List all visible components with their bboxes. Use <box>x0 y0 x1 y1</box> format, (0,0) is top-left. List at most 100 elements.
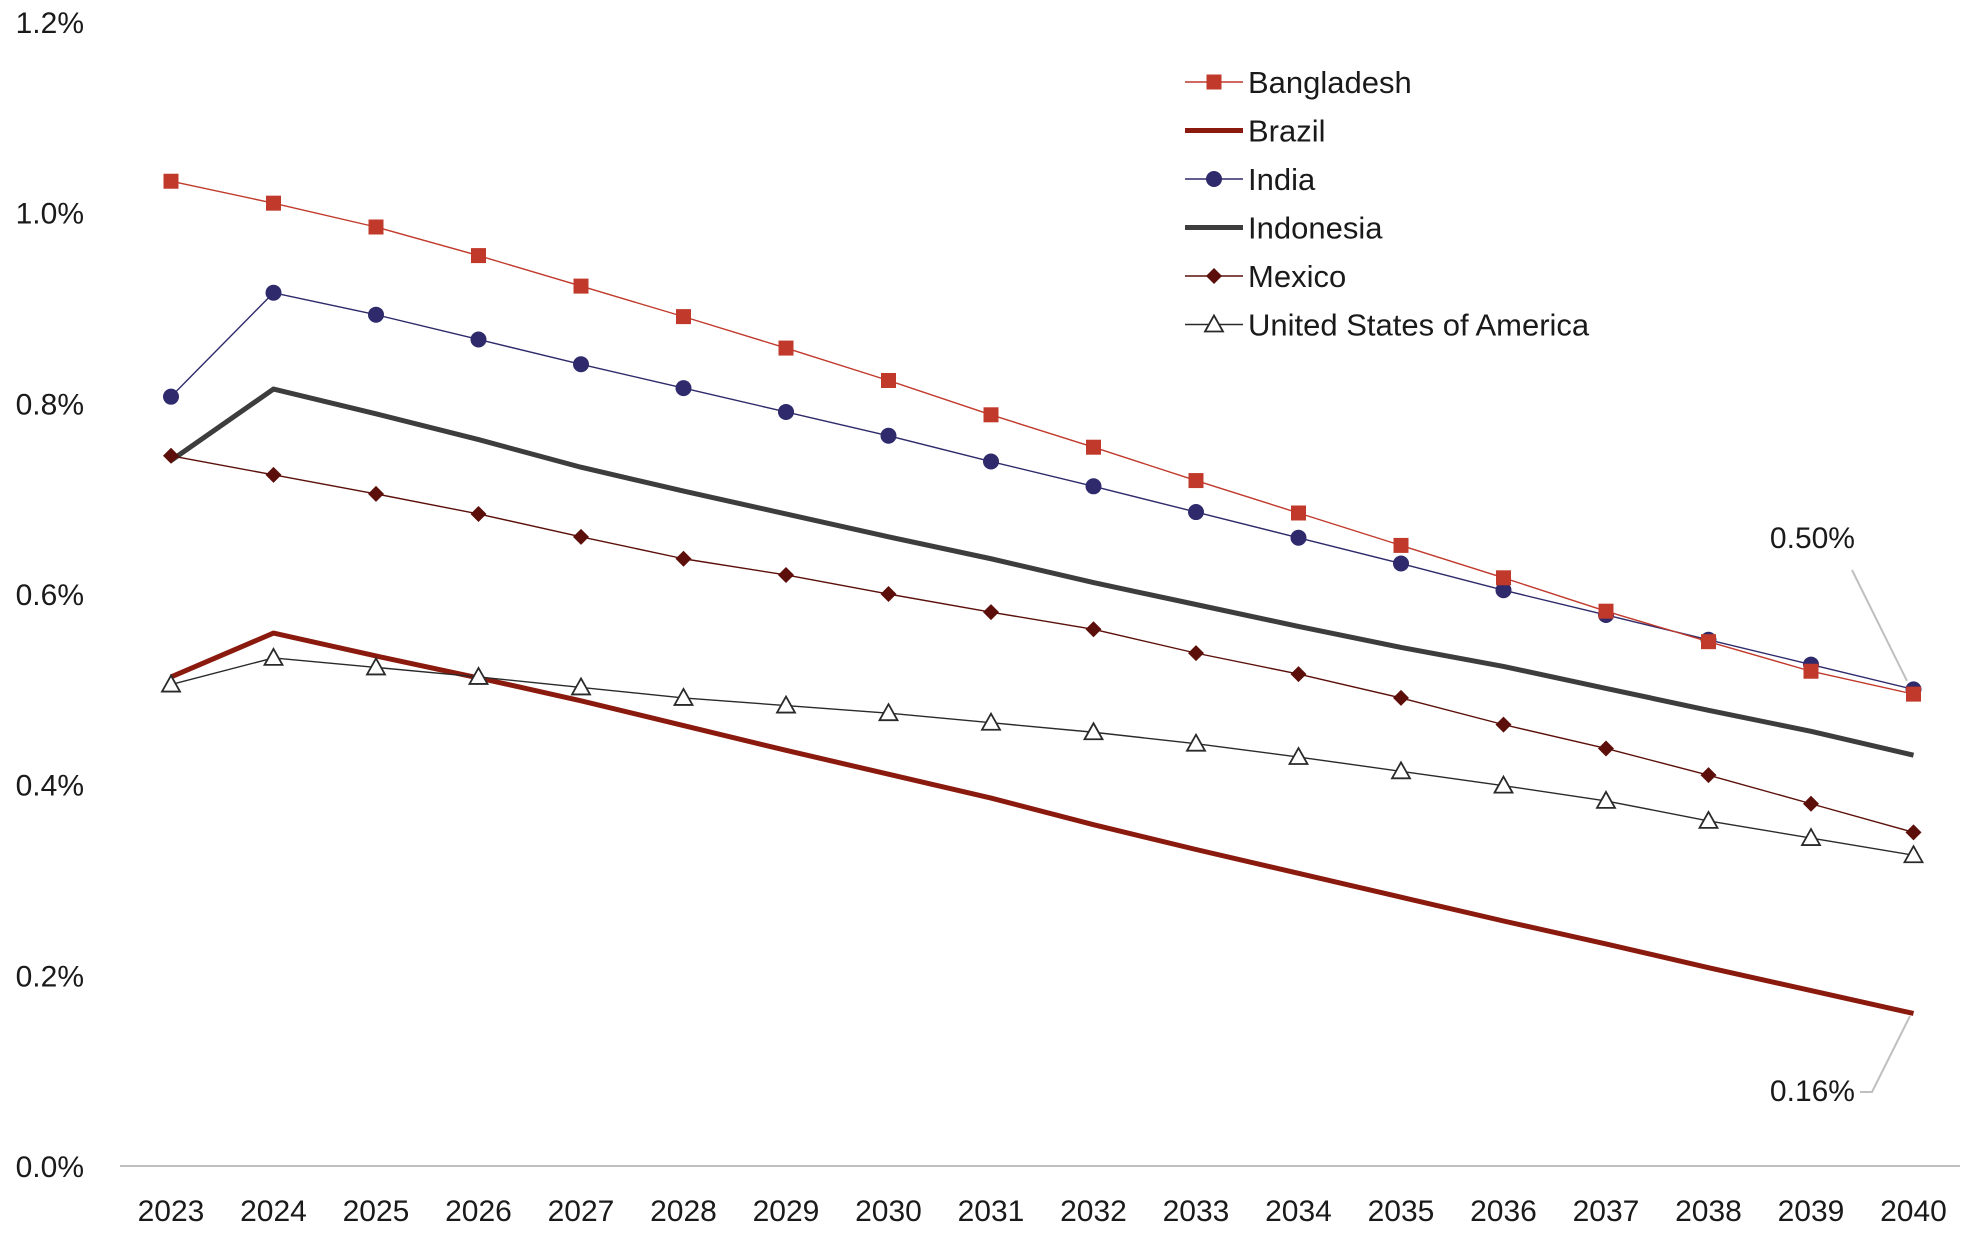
data-point-united-states-of-america <box>672 687 695 706</box>
data-point-mexico <box>470 505 487 522</box>
data-label-india: 0.50% <box>1770 522 1855 555</box>
data-point-bangladesh <box>1803 663 1819 679</box>
data-point-india <box>675 380 692 397</box>
data-point-mexico <box>778 566 794 583</box>
data-point-mexico <box>163 447 179 464</box>
x-tick-label: 2034 <box>1265 1195 1332 1228</box>
data-point-india <box>983 453 999 470</box>
data-point-india <box>1290 529 1307 546</box>
legend-label-united-states-of-america: United States of America <box>1248 308 1590 343</box>
data-point-bangladesh <box>1188 473 1204 489</box>
series-line-mexico <box>170 455 1914 834</box>
series-india <box>163 284 1922 698</box>
x-tick-label: 2025 <box>343 1195 410 1228</box>
data-point-bangladesh <box>266 195 281 211</box>
data-point-united-states-of-america <box>775 694 797 714</box>
series-mexico <box>163 447 1922 841</box>
data-point-india <box>1393 555 1409 572</box>
series-brazil <box>170 630 1915 1016</box>
data-point-mexico <box>880 586 897 603</box>
legend-marker-bangladesh <box>1206 74 1222 90</box>
series-united-states-of-america <box>160 647 1925 864</box>
x-tick-label: 2038 <box>1675 1195 1742 1228</box>
legend: Bangladesh Brazil India Indonesia Mexico Unit… <box>1185 65 1590 343</box>
axes-group: 0.0% 0.2% 0.4% 0.6% 0.8% 1.0% 1.2% 2023 2024 2025… <box>16 7 1960 1228</box>
data-point-mexico <box>1700 767 1717 784</box>
legend-item-bangladesh: Bangladesh <box>1185 65 1412 100</box>
data-point-bangladesh <box>368 219 384 235</box>
annotation-leader-india <box>1851 569 1908 682</box>
data-point-bangladesh <box>983 407 999 423</box>
data-point-united-states-of-america <box>467 666 490 685</box>
legend-marker-india <box>1206 171 1222 187</box>
y-tick-label: 0.8% <box>16 388 84 421</box>
x-tick-label: 2029 <box>753 1195 820 1228</box>
data-point-mexico <box>1598 740 1614 757</box>
data-point-united-states-of-america <box>980 711 1002 731</box>
x-tick-label: 2036 <box>1470 1195 1537 1228</box>
data-point-india <box>573 356 589 373</box>
data-point-bangladesh <box>778 340 794 356</box>
y-tick-label: 0.0% <box>16 1151 84 1184</box>
series-line-india <box>170 292 1914 691</box>
legend-item-mexico: Mexico <box>1185 259 1346 294</box>
y-tick-label: 1.0% <box>16 198 84 231</box>
x-tick-label: 2037 <box>1573 1195 1640 1228</box>
data-point-bangladesh <box>1701 634 1716 650</box>
data-point-india <box>778 403 794 420</box>
y-tick-label: 0.4% <box>16 770 84 803</box>
annotations-group: 0.50% 0.16% <box>1770 522 1911 1108</box>
x-tick-label: 2033 <box>1163 1195 1230 1228</box>
data-point-bangladesh <box>471 248 486 264</box>
data-point-bangladesh <box>1086 439 1101 455</box>
data-point-mexico <box>1803 795 1819 812</box>
data-point-united-states-of-america <box>877 702 900 722</box>
legend-item-brazil: Brazil <box>1185 114 1326 149</box>
data-point-united-states-of-america <box>1287 746 1310 765</box>
data-point-bangladesh <box>163 173 179 189</box>
x-tick-label: 2026 <box>445 1195 512 1228</box>
x-tick-label: 2040 <box>1880 1195 1947 1228</box>
data-point-mexico <box>573 528 589 545</box>
data-point-united-states-of-america <box>1185 732 1207 752</box>
data-point-india <box>1495 582 1512 599</box>
data-point-mexico <box>675 550 692 567</box>
y-tick-label: 0.2% <box>16 960 84 993</box>
data-point-united-states-of-america <box>1800 827 1822 846</box>
data-point-india <box>1085 478 1102 495</box>
annotation-leader-brazil <box>1860 1015 1911 1093</box>
data-point-bangladesh <box>1598 603 1614 619</box>
data-point-mexico <box>1905 824 1922 841</box>
data-point-india <box>1188 504 1204 521</box>
x-tick-label: 2024 <box>240 1195 307 1228</box>
legend-item-indonesia: Indonesia <box>1185 211 1383 246</box>
series-line-united-states-of-america <box>170 657 1914 856</box>
data-point-india <box>880 427 897 444</box>
legend-marker-united-states-of-america <box>1203 313 1225 333</box>
x-tick-label: 2035 <box>1368 1195 1435 1228</box>
x-tick-label: 2028 <box>650 1195 717 1228</box>
series-line-bangladesh <box>170 180 1914 695</box>
data-point-india <box>368 306 384 323</box>
data-point-mexico <box>1393 689 1409 706</box>
data-point-india <box>163 388 179 405</box>
legend-item-india: India <box>1185 162 1316 197</box>
x-tick-label: 2023 <box>138 1195 205 1228</box>
data-point-united-states-of-america <box>1082 721 1105 741</box>
legend-label-indonesia: Indonesia <box>1248 211 1383 246</box>
data-point-united-states-of-america <box>365 656 387 676</box>
data-point-bangladesh <box>1393 537 1409 553</box>
x-tick-label: 2031 <box>958 1195 1025 1228</box>
data-point-mexico <box>1290 666 1307 683</box>
series-indonesia <box>169 386 1915 758</box>
data-point-united-states-of-america <box>1492 774 1515 794</box>
y-tick-label: 0.6% <box>16 579 84 612</box>
legend-label-mexico: Mexico <box>1248 259 1346 294</box>
legend-label-brazil: Brazil <box>1248 114 1326 149</box>
series-bangladesh <box>163 173 1921 702</box>
legend-label-india: India <box>1248 162 1316 197</box>
data-point-bangladesh <box>1906 686 1921 702</box>
data-point-united-states-of-america <box>160 673 182 693</box>
